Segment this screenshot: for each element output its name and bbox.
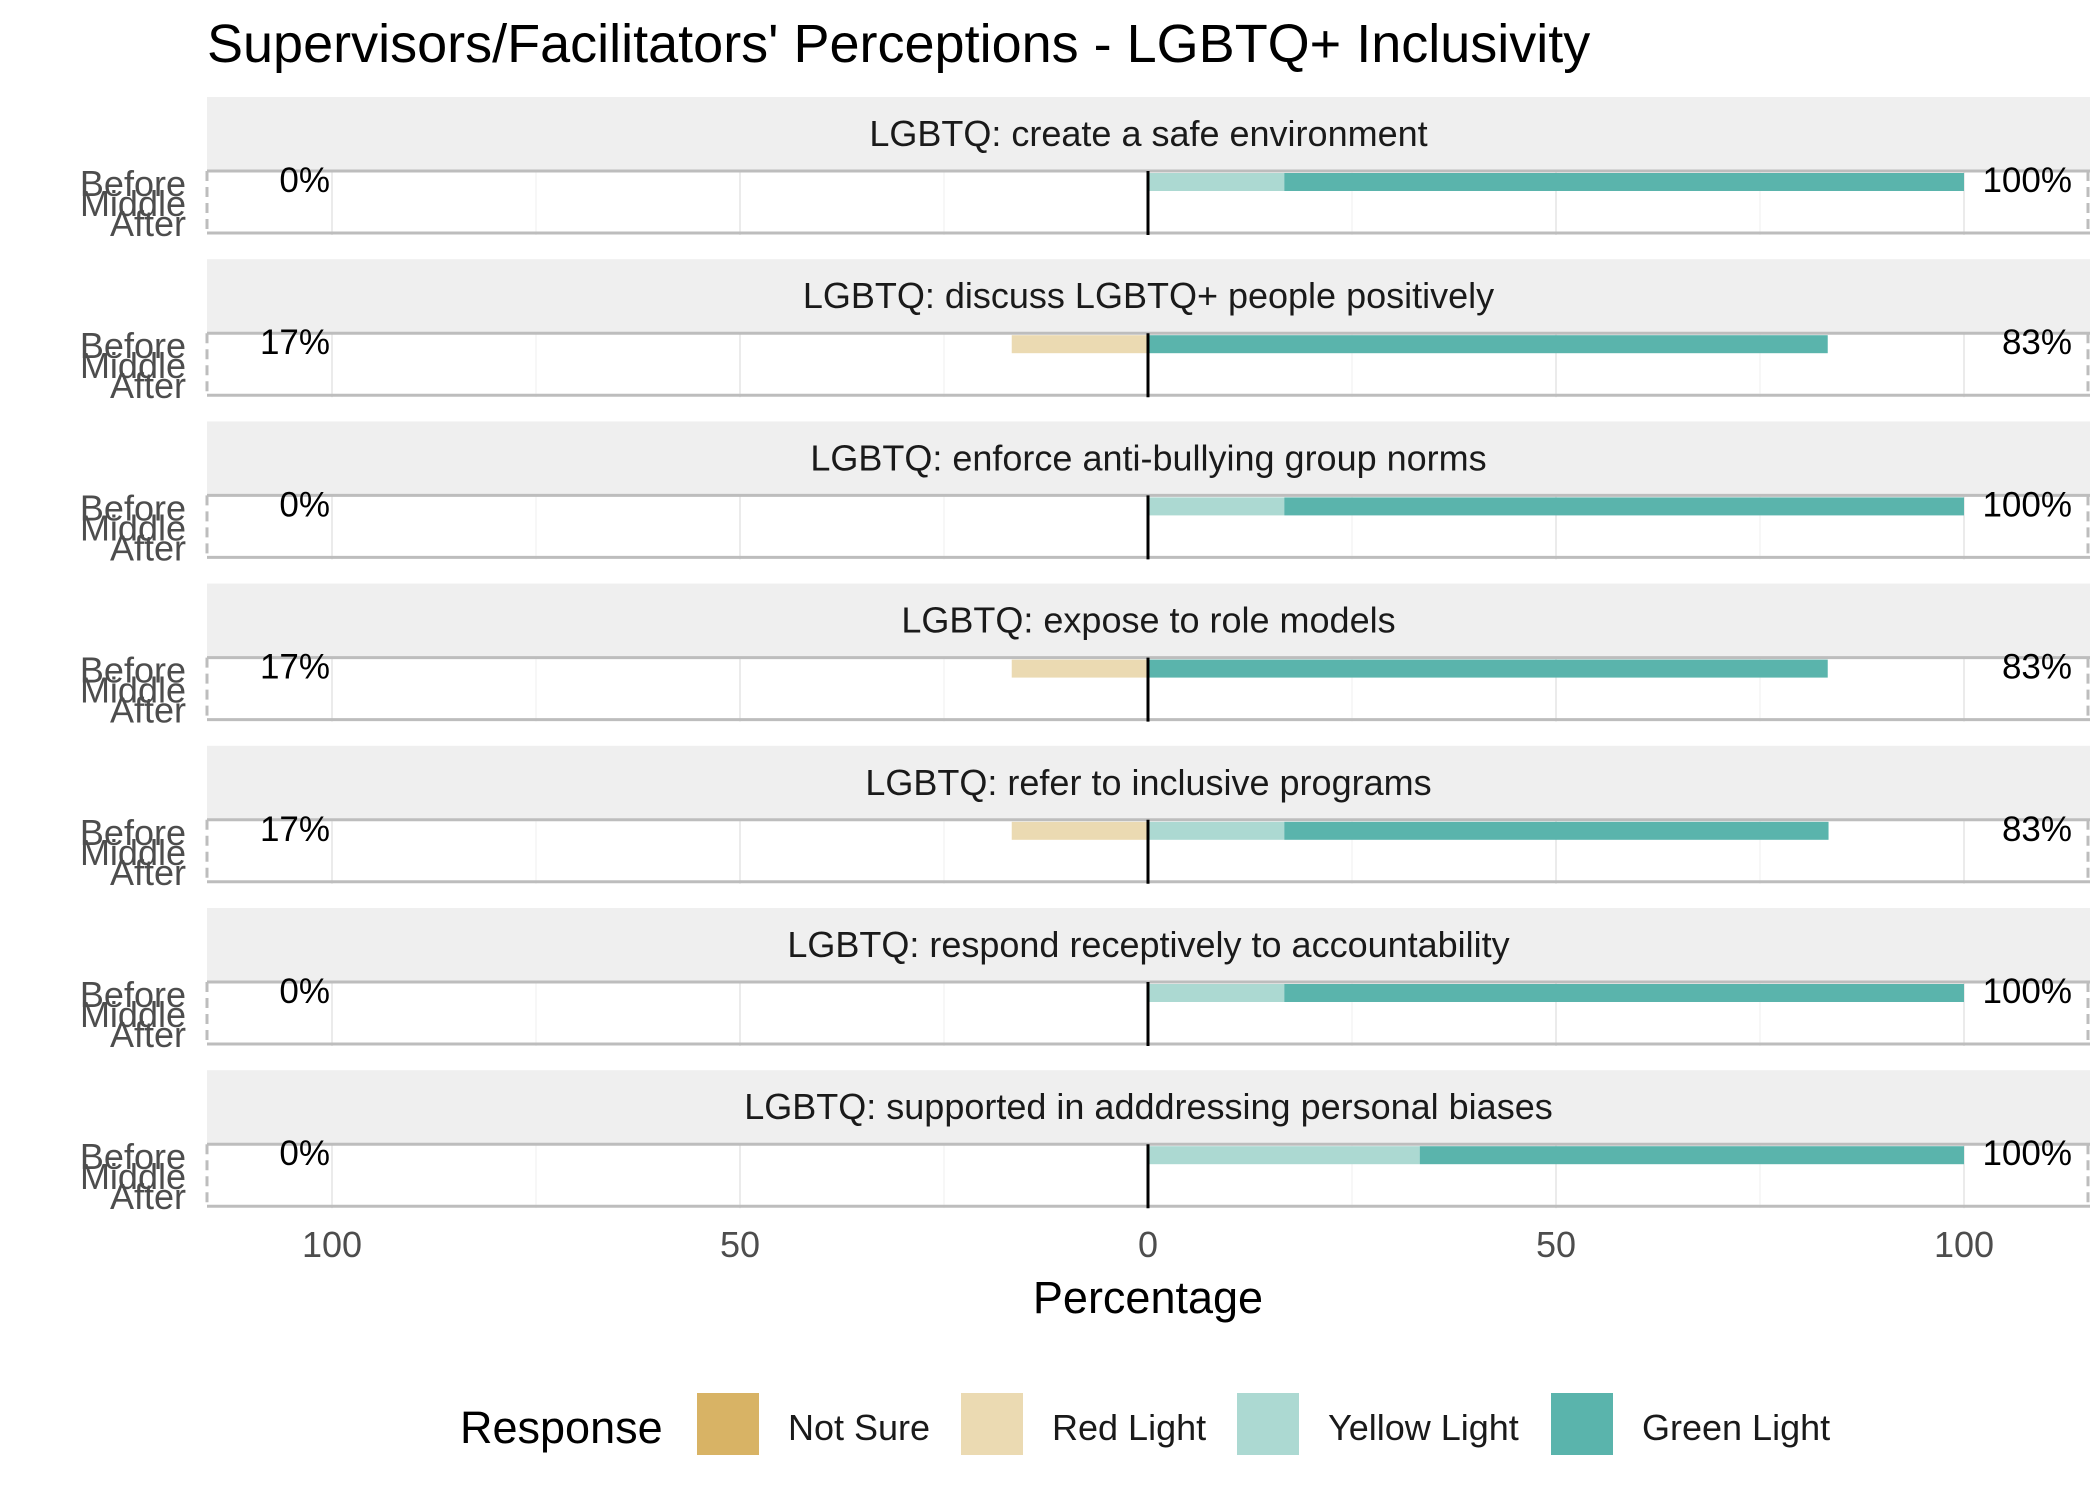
bar-segment xyxy=(1148,984,1285,1002)
facet-strip xyxy=(207,421,2090,496)
y-tick-label: Before xyxy=(80,974,186,1015)
facet-panel: LGBTQ: refer to inclusive programs Before… xyxy=(80,745,2090,893)
y-tick-label: Before xyxy=(80,163,186,204)
left-percentage-label: 0% xyxy=(279,972,330,1011)
legend-label: Not Sure xyxy=(788,1407,930,1448)
right-percentage-label: 100% xyxy=(1982,161,2072,200)
facet-strip xyxy=(207,1070,2090,1145)
legend-key xyxy=(1549,1391,1615,1457)
y-tick-label: Middle xyxy=(80,994,186,1035)
left-percentage-label: 0% xyxy=(279,485,330,524)
left-percentage-label: 0% xyxy=(279,161,330,200)
left-percentage-label: 0% xyxy=(279,1134,330,1173)
legend-title: Response xyxy=(460,1402,663,1453)
y-tick-label: Before xyxy=(80,325,186,366)
x-tick-label: 0 xyxy=(1138,1224,1158,1265)
left-percentage-label: 17% xyxy=(260,810,330,849)
bar-segment xyxy=(1011,335,1148,354)
y-tick-label: After xyxy=(110,852,186,893)
legend-key xyxy=(959,1391,1025,1457)
facet-panel: LGBTQ: expose to role models BeforeMiddle… xyxy=(80,583,2090,731)
facet-strip xyxy=(207,259,2090,334)
bar-segment xyxy=(1011,659,1148,678)
bar-segment xyxy=(1011,821,1148,840)
facet-strip xyxy=(207,583,2090,658)
y-tick-label: Before xyxy=(80,1136,186,1177)
bar-segment xyxy=(1148,821,1285,840)
facet-title: LGBTQ: supported in adddressing personal… xyxy=(744,1086,1552,1127)
facet-title: LGBTQ: create a safe environment xyxy=(869,113,1427,154)
facet-strip xyxy=(207,745,2090,820)
bar-segment xyxy=(1148,659,1828,678)
facet-panel: LGBTQ: supported in adddressing personal… xyxy=(80,1070,2090,1217)
facet-panels: LGBTQ: create a safe environmentBeforeMi… xyxy=(80,97,2090,1217)
right-percentage-label: 83% xyxy=(2002,648,2072,687)
facet-title: LGBTQ: enforce anti-bullying group norms xyxy=(810,437,1486,478)
right-percentage-label: 83% xyxy=(2002,323,2072,362)
legend-key xyxy=(695,1391,761,1457)
x-tick-label: 50 xyxy=(1536,1224,1576,1265)
y-tick-label: Before xyxy=(80,650,186,691)
bar-segment xyxy=(1419,1146,1964,1165)
legend-label: Green Light xyxy=(1642,1407,1830,1448)
x-axis-label: Percentage xyxy=(1033,1272,1263,1323)
legend-label: Red Light xyxy=(1052,1407,1206,1448)
bar-segment xyxy=(1284,821,1829,840)
right-percentage-label: 100% xyxy=(1982,1134,2072,1173)
legend-key xyxy=(1235,1391,1301,1457)
facet-strip xyxy=(207,97,2090,171)
facet-panel: LGBTQ: enforce anti-bullying group norms… xyxy=(80,421,2090,568)
legend: Response Not Sure Red Light Yellow Light Gre… xyxy=(460,1391,1830,1457)
y-tick-label: Middle xyxy=(80,507,186,548)
right-percentage-label: 100% xyxy=(1982,485,2072,524)
y-tick-label: After xyxy=(110,690,186,731)
y-tick-label: Middle xyxy=(80,1156,186,1197)
x-tick-label: 100 xyxy=(1934,1224,1994,1265)
left-percentage-label: 17% xyxy=(260,648,330,687)
chart-title: Supervisors/Facilitators' Perceptions - … xyxy=(207,14,1590,74)
bar-segment xyxy=(1284,173,1964,191)
facet-title: LGBTQ: expose to role models xyxy=(901,600,1395,641)
y-tick-label: Middle xyxy=(80,183,186,224)
x-axis: 100 50 0 50 100 xyxy=(302,1224,1994,1265)
x-tick-label: 50 xyxy=(720,1224,760,1265)
y-tick-label: After xyxy=(110,203,186,244)
bar-segment xyxy=(1148,1146,1420,1165)
facet-title: LGBTQ: discuss LGBTQ+ people positively xyxy=(803,275,1494,316)
y-tick-label: After xyxy=(110,1014,186,1055)
y-tick-label: Before xyxy=(80,812,186,853)
y-tick-label: After xyxy=(110,365,186,406)
facet-panel: LGBTQ: discuss LGBTQ+ people positively B… xyxy=(80,259,2090,406)
facet-strip xyxy=(207,908,2090,982)
facet-title: LGBTQ: refer to inclusive programs xyxy=(865,762,1431,803)
y-tick-label: Before xyxy=(80,487,186,528)
bar-segment xyxy=(1148,173,1285,191)
facet-panel: LGBTQ: create a safe environment BeforeMi… xyxy=(80,97,2090,244)
y-tick-label: Middle xyxy=(80,670,186,711)
left-percentage-label: 17% xyxy=(260,323,330,362)
bar-segment xyxy=(1148,335,1828,354)
right-percentage-label: 100% xyxy=(1982,972,2072,1011)
facet-panel: LGBTQ: respond receptively to accountabi… xyxy=(80,908,2090,1055)
bar-segment xyxy=(1148,497,1285,516)
right-percentage-label: 83% xyxy=(2002,810,2072,849)
facet-title: LGBTQ: respond receptively to accountabi… xyxy=(787,924,1509,965)
bar-segment xyxy=(1284,984,1964,1002)
bar-segment xyxy=(1284,497,1964,516)
y-tick-label: After xyxy=(110,527,186,568)
y-tick-label: Middle xyxy=(80,832,186,873)
y-tick-label: After xyxy=(110,1176,186,1217)
y-tick-label: Middle xyxy=(80,345,186,386)
legend-label: Yellow Light xyxy=(1328,1407,1519,1448)
x-tick-label: 100 xyxy=(302,1224,362,1265)
